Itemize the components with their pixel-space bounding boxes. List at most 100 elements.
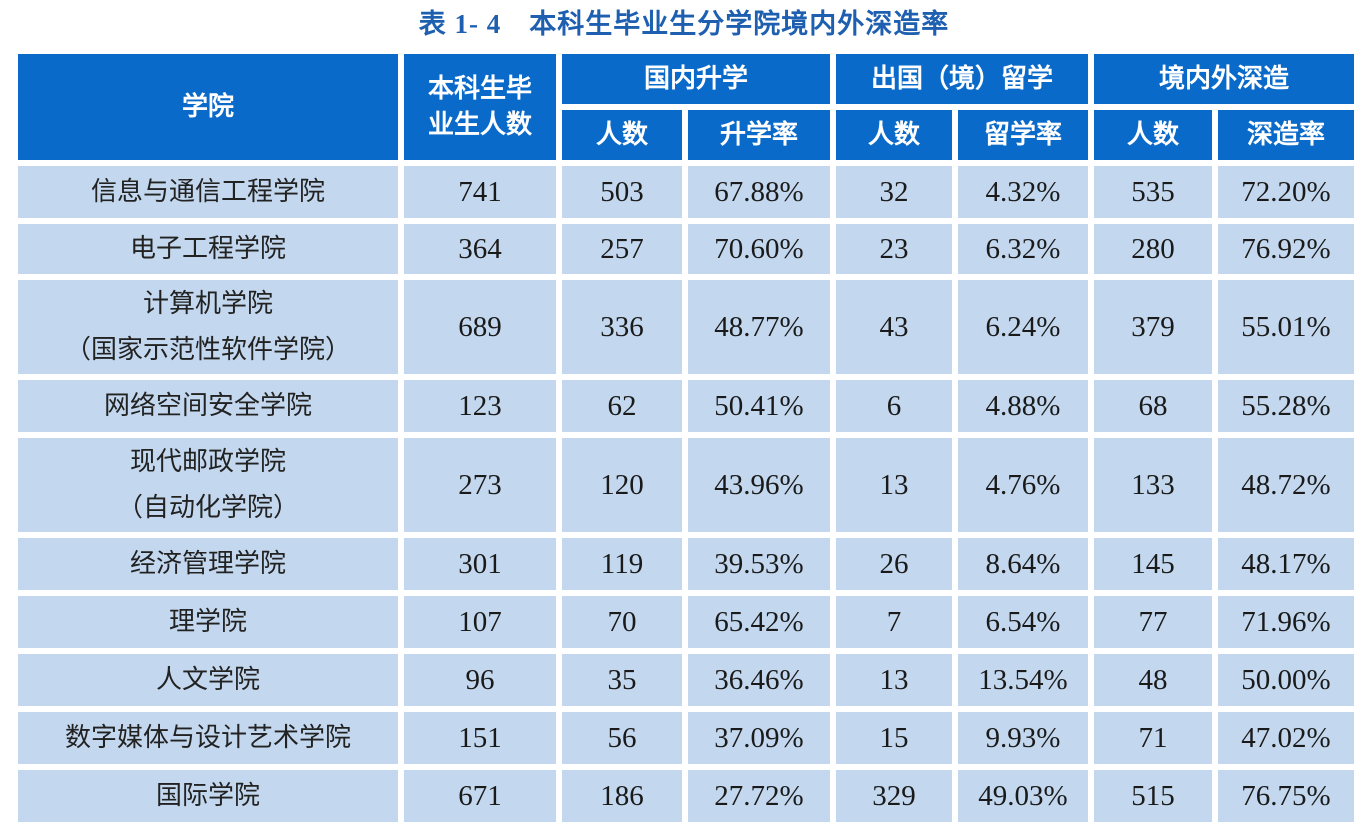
college-subname: （国家示范性软件学院） (64, 335, 351, 365)
college-cell: 网络空间安全学院 (18, 380, 398, 432)
college-cell: 计算机学院 （国家示范性软件学院） (18, 280, 398, 374)
graduates-cell: 364 (404, 224, 556, 274)
total-rate-cell: 50.00% (1218, 654, 1354, 706)
domestic-count-cell: 257 (562, 224, 682, 274)
college-name: 经济管理学院 (129, 549, 286, 579)
total-count-cell: 515 (1094, 770, 1212, 822)
table-row: 计算机学院 （国家示范性软件学院） 689 336 48.77% 43 6.24% 379 55… (18, 280, 1354, 374)
total-rate-cell: 71.96% (1218, 596, 1354, 648)
college-cell: 现代邮政学院 （自动化学院） (18, 438, 398, 532)
header-domestic-rate: 升学率 (688, 110, 830, 160)
abroad-rate-cell: 9.93% (958, 712, 1088, 764)
table-title-text: 本科生毕业生分学院境内外深造率 (529, 9, 950, 40)
header-abroad-count: 人数 (836, 110, 952, 160)
abroad-rate-cell: 13.54% (958, 654, 1088, 706)
college-name: 信息与通信工程学院 (90, 177, 325, 207)
table-row: 数字媒体与设计艺术学院 151 56 37.09% 15 9.93% 71 47.02% (18, 712, 1354, 764)
total-count-cell: 145 (1094, 538, 1212, 590)
domestic-rate-cell: 50.41% (688, 380, 830, 432)
abroad-count-cell: 26 (836, 538, 952, 590)
domestic-rate-cell: 43.96% (688, 438, 830, 532)
domestic-rate-cell: 27.72% (688, 770, 830, 822)
table-row: 理学院 107 70 65.42% 7 6.54% 77 71.96% (18, 596, 1354, 648)
abroad-count-cell: 15 (836, 712, 952, 764)
college-name: 网络空间安全学院 (103, 391, 312, 421)
domestic-rate-cell: 36.46% (688, 654, 830, 706)
college-cell: 经济管理学院 (18, 538, 398, 590)
abroad-rate-cell: 8.64% (958, 538, 1088, 590)
total-rate-cell: 76.75% (1218, 770, 1354, 822)
total-count-cell: 280 (1094, 224, 1212, 274)
table-title: 表 1- 4 本科生毕业生分学院境内外深造率 (0, 0, 1368, 48)
table-row: 经济管理学院 301 119 39.53% 26 8.64% 145 48.17% (18, 538, 1354, 590)
graduates-cell: 107 (404, 596, 556, 648)
graduate-study-table: 学院 本科生毕 业生人数 国内升学 出国（境）留学 境内外深造 人数 升学率 人… (12, 48, 1360, 828)
table-row: 电子工程学院 364 257 70.60% 23 6.32% 280 76.92% (18, 224, 1354, 274)
domestic-rate-cell: 37.09% (688, 712, 830, 764)
abroad-rate-cell: 4.76% (958, 438, 1088, 532)
graduates-cell: 96 (404, 654, 556, 706)
table-row: 网络空间安全学院 123 62 50.41% 6 4.88% 68 55.28% (18, 380, 1354, 432)
college-cell: 电子工程学院 (18, 224, 398, 274)
college-name: 理学院 (168, 607, 247, 637)
total-rate-cell: 48.17% (1218, 538, 1354, 590)
college-cell: 数字媒体与设计艺术学院 (18, 712, 398, 764)
total-count-cell: 133 (1094, 438, 1212, 532)
abroad-rate-cell: 6.32% (958, 224, 1088, 274)
abroad-rate-cell: 4.32% (958, 166, 1088, 218)
domestic-rate-cell: 48.77% (688, 280, 830, 374)
college-cell: 人文学院 (18, 654, 398, 706)
total-count-cell: 379 (1094, 280, 1212, 374)
header-total: 境内外深造 (1094, 54, 1354, 104)
header-graduates: 本科生毕 业生人数 (404, 54, 556, 160)
total-count-cell: 48 (1094, 654, 1212, 706)
total-count-cell: 71 (1094, 712, 1212, 764)
header-row-1: 学院 本科生毕 业生人数 国内升学 出国（境）留学 境内外深造 (18, 54, 1354, 160)
domestic-rate-cell: 39.53% (688, 538, 830, 590)
college-name: 人文学院 (155, 665, 260, 695)
domestic-count-cell: 336 (562, 280, 682, 374)
abroad-count-cell: 23 (836, 224, 952, 274)
total-rate-cell: 55.01% (1218, 280, 1354, 374)
domestic-count-cell: 120 (562, 438, 682, 532)
table-number: 表 1- 4 (418, 9, 502, 39)
abroad-rate-cell: 49.03% (958, 770, 1088, 822)
domestic-count-cell: 70 (562, 596, 682, 648)
header-total-count: 人数 (1094, 110, 1212, 160)
total-rate-cell: 48.72% (1218, 438, 1354, 532)
header-domestic-count: 人数 (562, 110, 682, 160)
table-body: 信息与通信工程学院 741 503 67.88% 32 4.32% 535 72.20% 电子工… (18, 166, 1354, 822)
abroad-count-cell: 7 (836, 596, 952, 648)
domestic-count-cell: 186 (562, 770, 682, 822)
header-total-rate: 深造率 (1218, 110, 1354, 160)
college-cell: 理学院 (18, 596, 398, 648)
domestic-rate-cell: 65.42% (688, 596, 830, 648)
abroad-count-cell: 13 (836, 438, 952, 532)
table-row: 人文学院 96 35 36.46% 13 13.54% 48 50.00% (18, 654, 1354, 706)
graduates-cell: 689 (404, 280, 556, 374)
domestic-rate-cell: 70.60% (688, 224, 830, 274)
total-count-cell: 77 (1094, 596, 1212, 648)
total-rate-cell: 47.02% (1218, 712, 1354, 764)
table-row: 现代邮政学院 （自动化学院） 273 120 43.96% 13 4.76% 133 48.72… (18, 438, 1354, 532)
total-rate-cell: 55.28% (1218, 380, 1354, 432)
abroad-count-cell: 43 (836, 280, 952, 374)
abroad-count-cell: 329 (836, 770, 952, 822)
college-cell: 国际学院 (18, 770, 398, 822)
college-name: 现代邮政学院 (129, 447, 286, 477)
domestic-count-cell: 56 (562, 712, 682, 764)
graduates-cell: 123 (404, 380, 556, 432)
abroad-rate-cell: 6.24% (958, 280, 1088, 374)
graduates-cell: 301 (404, 538, 556, 590)
abroad-count-cell: 6 (836, 380, 952, 432)
domestic-rate-cell: 67.88% (688, 166, 830, 218)
header-domestic: 国内升学 (562, 54, 830, 104)
abroad-rate-cell: 6.54% (958, 596, 1088, 648)
domestic-count-cell: 119 (562, 538, 682, 590)
header-college: 学院 (18, 54, 398, 160)
header-graduates-line2: 业生人数 (427, 110, 532, 140)
college-name: 国际学院 (155, 781, 260, 811)
total-count-cell: 535 (1094, 166, 1212, 218)
abroad-rate-cell: 4.88% (958, 380, 1088, 432)
total-count-cell: 68 (1094, 380, 1212, 432)
